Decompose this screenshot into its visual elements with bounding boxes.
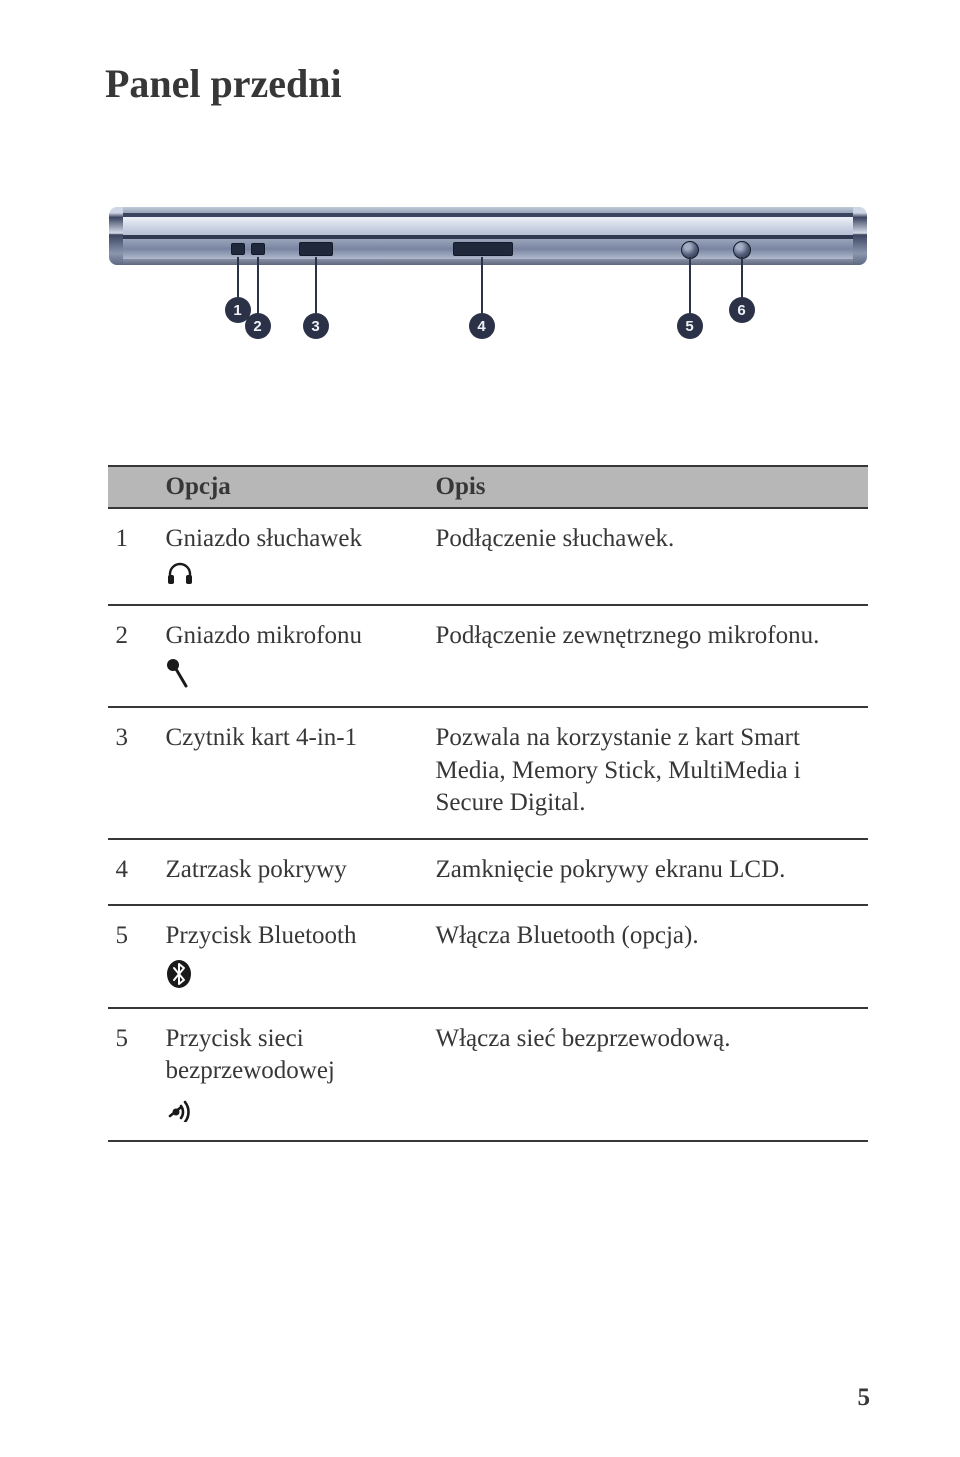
device-port (231, 243, 245, 255)
row-description: Zamknięcie pokrywy ekranu LCD. (428, 839, 868, 906)
table-row: 5 Przycisk Bluetooth Włącza Bluetooth (opc… (108, 905, 868, 1008)
row-number: 4 (108, 839, 158, 906)
row-description: Włącza Bluetooth (opcja). (428, 905, 868, 1008)
headphones-icon (166, 562, 420, 586)
row-description: Włącza sieć bezprzewodową. (428, 1008, 868, 1141)
option-label: Gniazdo słuchawek (166, 525, 362, 552)
callout-number: 5 (677, 313, 703, 339)
col-desc-header: Opis (428, 466, 868, 508)
row-option: Gniazdo słuchawek (158, 508, 428, 605)
row-number: 3 (108, 707, 158, 839)
microphone-icon (166, 658, 420, 688)
table-row: 1 Gniazdo słuchawek Podłączenie słuchawek. (108, 508, 868, 605)
device-port (299, 242, 333, 256)
row-number: 1 (108, 508, 158, 605)
row-option: Gniazdo mikrofonu (158, 605, 428, 708)
table-row: 2 Gniazdo mikrofonu Podłączenie zewnętrzne… (108, 605, 868, 708)
option-label: Czytnik kart 4-in-1 (166, 724, 358, 751)
row-option: Czytnik kart 4-in-1 (158, 707, 428, 839)
callout-line (689, 257, 691, 313)
row-number: 2 (108, 605, 158, 708)
table-row: 5Przycisk sieci bezprzewodowej Włącza sie… (108, 1008, 868, 1141)
row-option: Zatrzask pokrywy (158, 839, 428, 906)
row-description: Pozwala na korzystanie z kart Smart Medi… (428, 707, 868, 839)
col-num-header (108, 466, 158, 508)
table-header-row: Opcja Opis (108, 466, 868, 508)
option-label: Przycisk sieci bezprzewodowej (166, 1025, 335, 1085)
device-port (251, 243, 265, 255)
callout-number: 3 (303, 313, 329, 339)
table-row: 4 Zatrzask pokrywy Zamknięcie pokrywy ekra… (108, 839, 868, 906)
callout-number: 2 (245, 313, 271, 339)
page-title: Panel przedni (105, 60, 870, 107)
callout-line (481, 257, 483, 313)
row-description: Podłączenie słuchawek. (428, 508, 868, 605)
spec-table: Opcja Opis 1 Gniazdo słuchawek Podłączenie… (108, 465, 868, 1142)
option-label: Przycisk Bluetooth (166, 922, 357, 949)
col-option-header: Opcja (158, 466, 428, 508)
page-number: 5 (858, 1384, 871, 1412)
callout-line (237, 257, 239, 297)
row-option: Przycisk sieci bezprzewodowej (158, 1008, 428, 1141)
row-number: 5 (108, 905, 158, 1008)
callouts: 123456 (123, 265, 853, 355)
device-port (453, 242, 513, 256)
row-option: Przycisk Bluetooth (158, 905, 428, 1008)
callout-line (741, 257, 743, 297)
callout-line (257, 257, 259, 313)
callout-line (315, 257, 317, 313)
wifi-icon (166, 1094, 420, 1122)
option-label: Gniazdo mikrofonu (166, 622, 362, 649)
row-description: Podłączenie zewnętrznego mikrofonu. (428, 605, 868, 708)
row-number: 5 (108, 1008, 158, 1141)
callout-number: 4 (469, 313, 495, 339)
table-row: 3 Czytnik kart 4-in-1 Pozwala na korzystan… (108, 707, 868, 839)
option-label: Zatrzask pokrywy (166, 856, 347, 883)
front-panel-figure: 123456 (123, 207, 853, 355)
callout-number: 6 (729, 297, 755, 323)
bluetooth-icon (166, 959, 420, 989)
device-body (123, 207, 853, 265)
